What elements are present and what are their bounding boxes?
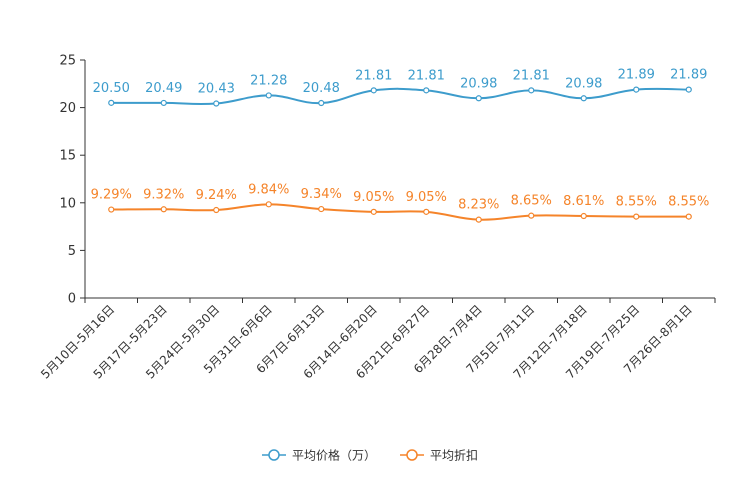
data-point bbox=[685, 213, 692, 220]
data-point bbox=[265, 201, 272, 208]
data-label: 20.98 bbox=[460, 76, 497, 91]
y-tick-label: 5 bbox=[68, 244, 76, 259]
data-point bbox=[213, 100, 220, 107]
data-label: 8.65% bbox=[511, 194, 552, 209]
data-point bbox=[475, 216, 482, 223]
data-label: 8.23% bbox=[458, 198, 499, 213]
legend-label: 平均价格（万） bbox=[292, 448, 376, 463]
data-point bbox=[318, 99, 325, 107]
data-label: 21.89 bbox=[670, 68, 707, 83]
data-label: 9.32% bbox=[143, 187, 184, 202]
data-point bbox=[633, 213, 640, 220]
legend-item-0[interactable]: 平均价格（万） bbox=[262, 448, 376, 463]
legend-label: 平均折扣 bbox=[430, 448, 478, 463]
data-label: 21.81 bbox=[408, 68, 445, 83]
data-point bbox=[370, 87, 377, 94]
y-tick-label: 15 bbox=[59, 149, 76, 164]
y-tick-label: 20 bbox=[59, 101, 76, 116]
y-tick-label: 25 bbox=[59, 54, 76, 69]
data-point bbox=[160, 206, 167, 213]
legend: 平均价格（万） 平均折扣 bbox=[262, 448, 478, 463]
data-label: 21.28 bbox=[250, 73, 287, 88]
data-label: 8.55% bbox=[668, 195, 709, 210]
data-label: 8.61% bbox=[563, 194, 604, 209]
series-0: 20.50 20.49 20.43 21.28 20.48 21.81 21.81 20.98… bbox=[93, 68, 707, 107]
y-tick-label: 0 bbox=[68, 292, 76, 307]
data-point bbox=[213, 206, 220, 214]
legend-marker-icon bbox=[268, 449, 280, 461]
data-label: 9.34% bbox=[301, 187, 342, 202]
data-label: 20.43 bbox=[198, 82, 235, 97]
data-point bbox=[685, 86, 692, 93]
legend-marker-icon bbox=[406, 449, 418, 461]
data-point bbox=[528, 87, 535, 94]
series-line bbox=[111, 203, 689, 221]
data-point bbox=[108, 206, 115, 213]
data-label: 9.05% bbox=[406, 190, 447, 205]
series-layer: 20.50 20.49 20.43 21.28 20.48 21.81 21.81 20.98… bbox=[91, 68, 709, 223]
data-point bbox=[423, 208, 430, 215]
data-point bbox=[423, 87, 430, 94]
data-point bbox=[528, 212, 535, 219]
data-label: 9.24% bbox=[196, 188, 237, 203]
data-label: 21.89 bbox=[618, 68, 655, 83]
data-point bbox=[265, 92, 272, 99]
data-label: 8.55% bbox=[616, 195, 657, 210]
data-label: 20.50 bbox=[93, 81, 130, 96]
series-line bbox=[111, 87, 689, 106]
data-point bbox=[633, 86, 640, 93]
data-label: 21.81 bbox=[355, 68, 392, 83]
data-label: 9.05% bbox=[353, 190, 394, 205]
data-point bbox=[475, 95, 482, 102]
data-point bbox=[318, 205, 325, 213]
data-point bbox=[580, 95, 587, 102]
data-point bbox=[108, 99, 115, 106]
data-label: 20.98 bbox=[565, 76, 602, 91]
y-tick-label: 10 bbox=[59, 196, 76, 211]
data-label: 9.84% bbox=[248, 182, 289, 197]
data-label: 9.29% bbox=[91, 188, 132, 203]
data-label: 20.49 bbox=[145, 81, 182, 96]
series-1: 9.29% 9.32% 9.24% 9.84% 9.34% 9.05% 9.05% 8.23%… bbox=[91, 182, 709, 223]
legend-item-1[interactable]: 平均折扣 bbox=[400, 448, 478, 463]
data-point bbox=[160, 99, 167, 107]
data-point bbox=[580, 212, 587, 220]
data-point bbox=[370, 208, 377, 215]
data-label: 20.48 bbox=[303, 81, 340, 96]
data-label: 21.81 bbox=[513, 68, 550, 83]
